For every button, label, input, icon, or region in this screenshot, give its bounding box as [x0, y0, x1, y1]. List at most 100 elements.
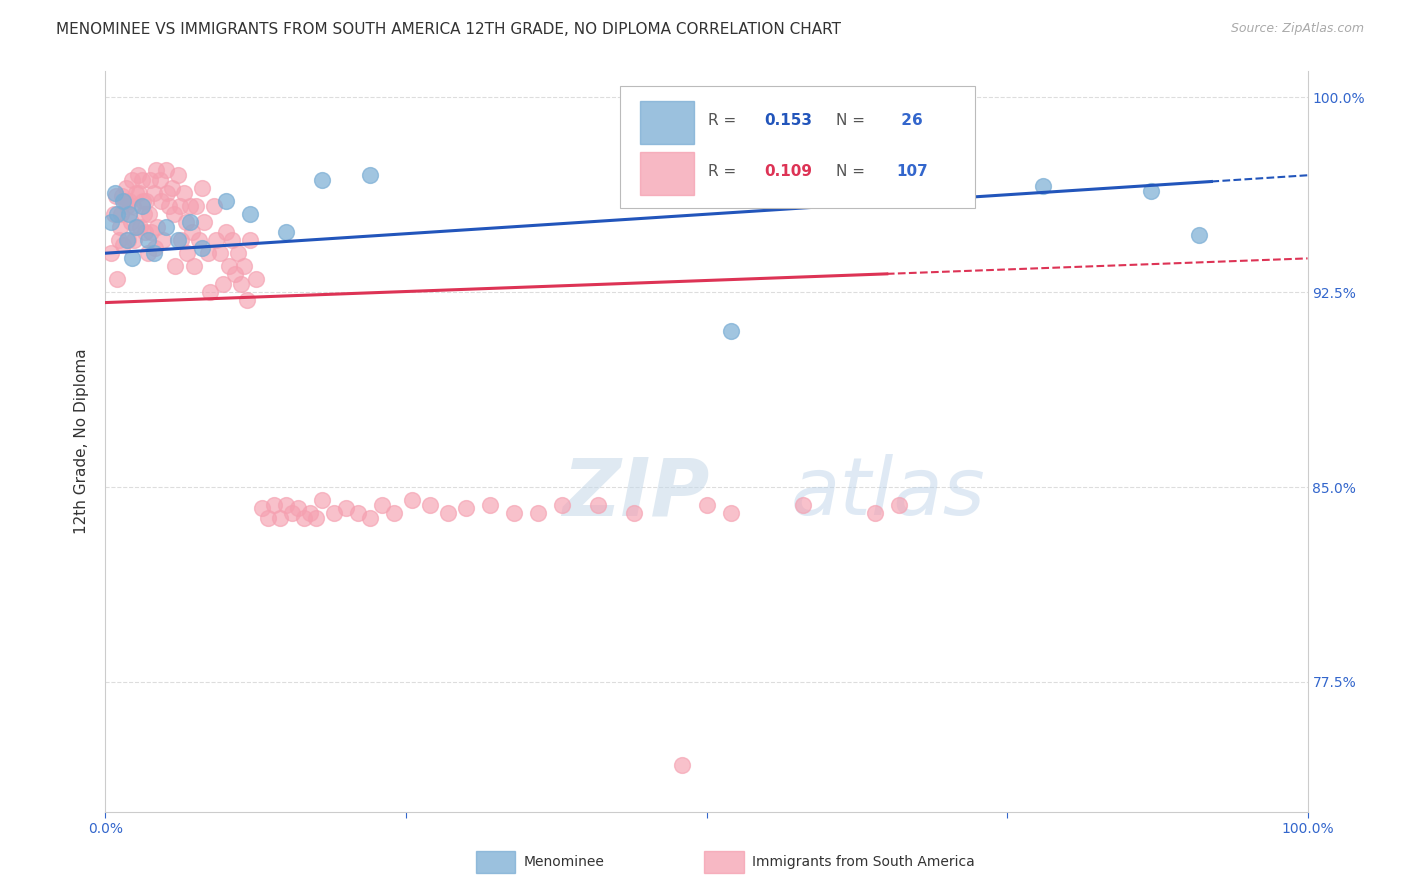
Point: [117, 233, 139, 247]
Text: R =: R =: [707, 113, 741, 128]
Point: [184, 199, 207, 213]
Point: [176, 246, 198, 260]
FancyBboxPatch shape: [620, 87, 974, 209]
Point: [100, 246, 122, 260]
Point: [202, 199, 225, 213]
Point: [160, 181, 183, 195]
Point: [205, 233, 228, 247]
Bar: [475, 851, 516, 873]
Point: [136, 233, 159, 247]
Bar: [640, 152, 695, 194]
Point: [125, 220, 148, 235]
Text: ZIP: ZIP: [562, 454, 710, 533]
Text: Source: ZipAtlas.com: Source: ZipAtlas.com: [1230, 22, 1364, 36]
Point: [212, 277, 235, 292]
Point: [720, 506, 742, 520]
Point: [224, 267, 246, 281]
Point: [100, 215, 122, 229]
Point: [132, 194, 155, 209]
Point: [322, 506, 344, 520]
Point: [371, 498, 394, 512]
Point: [149, 194, 172, 209]
Point: [382, 506, 405, 520]
Point: [105, 189, 128, 203]
Point: [887, 498, 910, 512]
Point: [156, 186, 179, 201]
Point: [128, 186, 150, 201]
Point: [335, 500, 357, 515]
Point: [124, 220, 146, 235]
Point: [114, 194, 136, 209]
Point: [107, 233, 129, 247]
Point: [115, 233, 138, 247]
Point: [239, 207, 262, 221]
Point: [1140, 184, 1163, 198]
Point: [1188, 227, 1211, 242]
Point: [1032, 178, 1054, 193]
Point: [174, 215, 197, 229]
Point: [183, 259, 205, 273]
Y-axis label: 12th Grade, No Diploma: 12th Grade, No Diploma: [75, 349, 90, 534]
Point: [214, 226, 236, 240]
Point: [720, 324, 742, 338]
Point: [132, 207, 155, 221]
Text: R =: R =: [707, 163, 741, 178]
Point: [131, 199, 153, 213]
Point: [145, 163, 167, 178]
Point: [166, 168, 188, 182]
Point: [197, 246, 219, 260]
Point: [347, 506, 370, 520]
Point: [121, 173, 143, 187]
Point: [131, 173, 153, 187]
Point: [188, 233, 211, 247]
Text: N =: N =: [837, 163, 865, 178]
Point: [155, 220, 177, 235]
Text: 26: 26: [897, 113, 924, 128]
Point: [311, 493, 333, 508]
Text: N =: N =: [837, 113, 865, 128]
Point: [190, 181, 212, 195]
Point: [170, 233, 193, 247]
Point: [110, 207, 132, 221]
Point: [815, 163, 838, 178]
Point: [181, 226, 204, 240]
Point: [157, 199, 180, 213]
Bar: [640, 102, 695, 145]
Point: [401, 493, 423, 508]
Point: [292, 511, 315, 525]
Point: [129, 220, 152, 235]
Point: [179, 199, 201, 213]
Point: [139, 173, 162, 187]
Point: [115, 181, 138, 195]
Point: [143, 241, 166, 255]
Point: [298, 506, 321, 520]
Point: [163, 207, 186, 221]
Point: [623, 506, 645, 520]
Point: [239, 233, 262, 247]
Text: Menominee: Menominee: [524, 855, 605, 869]
Point: [274, 498, 297, 512]
Point: [104, 186, 127, 201]
Point: [792, 498, 814, 512]
Text: atlas: atlas: [790, 454, 986, 533]
Point: [588, 498, 610, 512]
Point: [671, 758, 693, 772]
Point: [287, 500, 309, 515]
Point: [118, 207, 141, 221]
Point: [134, 226, 156, 240]
Point: [135, 194, 157, 209]
Point: [122, 199, 145, 213]
Point: [112, 194, 135, 209]
Text: 0.109: 0.109: [765, 163, 813, 178]
Text: 107: 107: [897, 163, 928, 178]
Text: 0.153: 0.153: [765, 113, 813, 128]
Point: [245, 272, 267, 286]
Point: [107, 272, 129, 286]
Point: [263, 498, 285, 512]
Point: [120, 215, 142, 229]
Point: [311, 173, 333, 187]
Point: [118, 194, 141, 209]
Point: [111, 189, 134, 203]
Point: [142, 186, 165, 201]
Point: [214, 194, 236, 209]
